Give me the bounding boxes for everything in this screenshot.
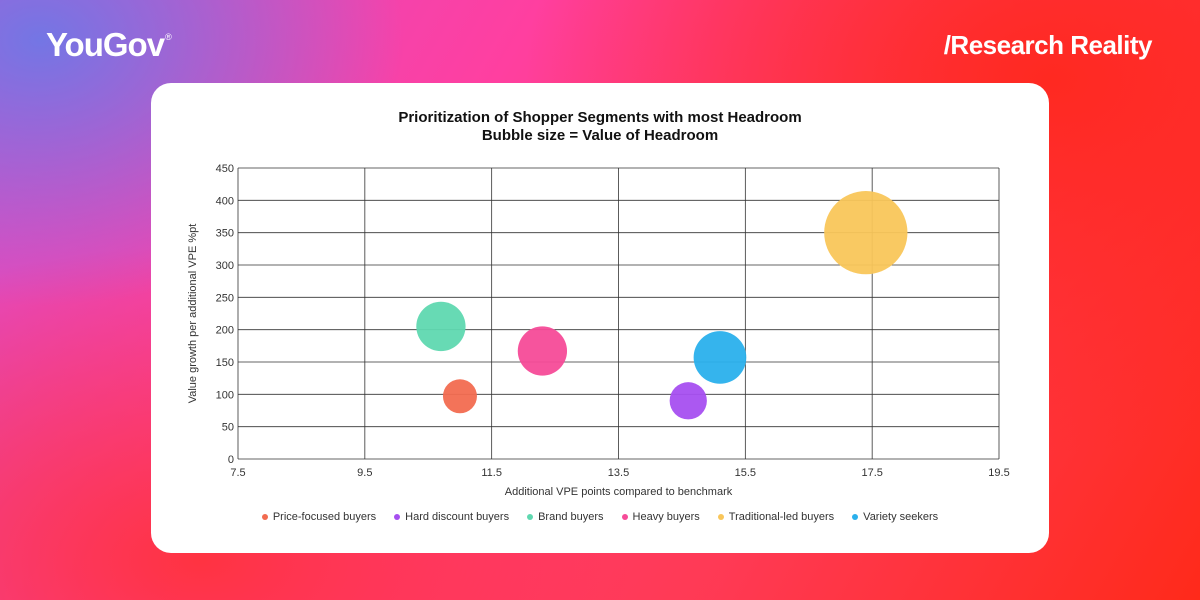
x-tick-label: 11.5 [481, 467, 502, 479]
x-tick-label: 7.5 [230, 467, 245, 479]
yougov-logo: YouGov® [46, 26, 172, 64]
y-tick-label: 250 [216, 292, 234, 304]
x-tick-label: 13.5 [608, 467, 629, 479]
y-tick-label: 200 [216, 325, 234, 337]
legend-label: Price-focused buyers [272, 511, 377, 523]
legend-label: Traditional-led buyers [728, 511, 835, 523]
legend-item: Hard discount buyers [394, 511, 509, 523]
x-tick-label: 9.5 [357, 467, 372, 479]
legend-dot-icon [261, 514, 268, 520]
x-axis-label: Additional VPE points compared to benchm… [505, 486, 733, 498]
bubble-traditional-led-buyers [824, 191, 908, 275]
chart-legend: Price-focused buyers Hard discount buyers… [151, 511, 1049, 523]
bubble-brand-buyers [416, 301, 466, 352]
registered-mark: ® [165, 32, 172, 42]
y-tick-label: 150 [216, 357, 234, 369]
y-tick-label: 100 [216, 389, 234, 401]
legend-item: Variety seekers [852, 511, 938, 523]
y-tick-label: 50 [222, 422, 234, 434]
bubble-heavy-buyers [517, 326, 568, 376]
legend-item: Price-focused buyers [261, 511, 377, 523]
chart-title-block: Prioritization of Shopper Segments with … [151, 109, 1049, 145]
bubble-variety-seekers [693, 331, 747, 384]
bubble-price-focused-buyers [442, 379, 477, 414]
logo-text: YouGov [46, 26, 165, 63]
y-tick-label: 450 [216, 163, 234, 175]
y-axis-label: Value growth per additional VPE %pt [187, 224, 199, 404]
legend-dot-icon [852, 514, 859, 520]
y-tick-label: 0 [228, 454, 234, 466]
x-tick-label: 15.5 [735, 467, 756, 479]
research-reality-tagline: /Research Reality [943, 30, 1153, 60]
legend-dot-icon [527, 514, 534, 520]
legend-item: Heavy buyers [621, 511, 700, 523]
legend-dot-icon [621, 514, 628, 520]
bubble-chart: 0 50 100 150 200 250 300 350 400 450 7.5 9.5 11.5 13.… [187, 163, 1010, 498]
legend-label: Brand buyers [538, 511, 604, 523]
y-tick-label: 400 [216, 195, 234, 207]
legend-item: Brand buyers [527, 511, 604, 523]
x-tick-label: 17.5 [861, 467, 882, 479]
legend-label: Heavy buyers [632, 511, 700, 523]
legend-label: Hard discount buyers [405, 511, 510, 523]
x-tick-label: 19.5 [988, 467, 1009, 479]
chart-title: Prioritization of Shopper Segments with … [398, 109, 802, 126]
chart-subtitle: Bubble size = Value of Headroom [481, 127, 719, 144]
y-tick-label: 350 [216, 228, 234, 240]
y-tick-label: 300 [216, 260, 234, 272]
chart-card: Prioritization of Shopper Segments with … [151, 83, 1049, 553]
legend-label: Variety seekers [863, 511, 939, 523]
legend-dot-icon [717, 514, 724, 520]
legend-item: Traditional-led buyers [717, 511, 835, 523]
legend-dot-icon [394, 514, 401, 520]
bubble-hard-discount-buyers [669, 382, 707, 420]
